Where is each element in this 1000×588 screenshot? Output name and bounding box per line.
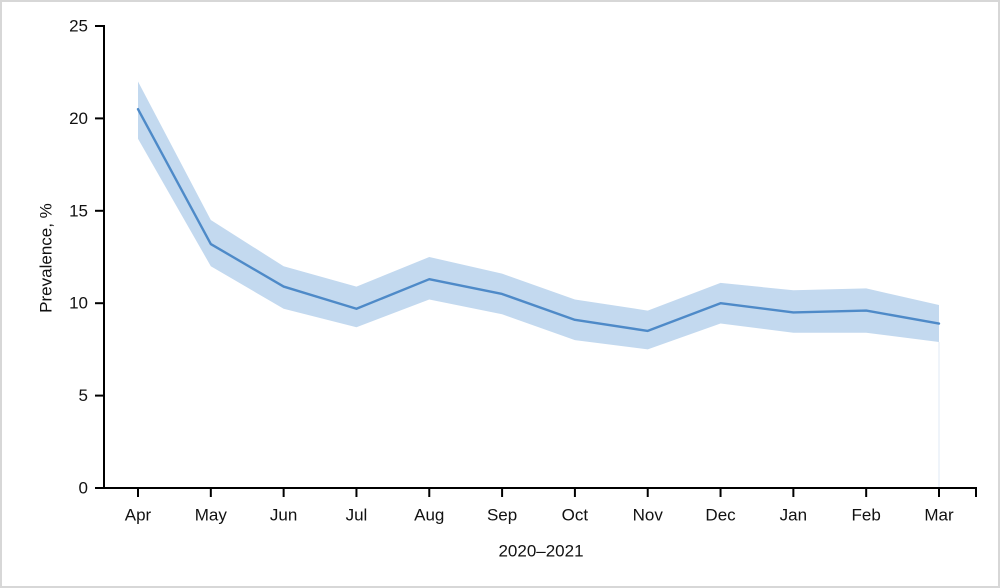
ticks-layer: [95, 25, 977, 497]
y-tick-label: 25: [69, 17, 88, 36]
x-tick-label: Nov: [633, 506, 664, 525]
tick-labels-layer: 0 5 10 15 20 25 Apr May Jun Jul Aug Sep Oct Nov Dec Jan…: [69, 17, 954, 525]
y-tick-label: 15: [69, 201, 88, 220]
x-tick-label: May: [195, 506, 228, 525]
x-tick-label: Dec: [705, 506, 736, 525]
x-tick-label: Jul: [346, 506, 368, 525]
x-tick-label: Jun: [270, 506, 297, 525]
y-tick-label: 5: [79, 386, 88, 405]
x-tick-label: Oct: [562, 506, 589, 525]
x-tick-label: Jan: [780, 506, 807, 525]
x-axis-title: 2020–2021: [498, 542, 583, 561]
y-tick-label: 20: [69, 109, 88, 128]
mean-line: [136, 107, 941, 333]
ci-band: [138, 81, 939, 350]
ci-band-layer: [138, 81, 940, 487]
x-tick-label: Mar: [924, 506, 954, 525]
x-tick-label: Apr: [125, 506, 152, 525]
y-axis-title: Prevalence, %: [37, 203, 56, 313]
y-tick-label: 10: [69, 294, 88, 313]
y-tick-label: 0: [79, 479, 88, 498]
x-tick-label: Feb: [852, 506, 881, 525]
x-tick-label: Sep: [487, 506, 517, 525]
axes-layer: [103, 25, 977, 489]
x-tick-label: Aug: [414, 506, 444, 525]
mean-line-layer: [136, 107, 941, 333]
